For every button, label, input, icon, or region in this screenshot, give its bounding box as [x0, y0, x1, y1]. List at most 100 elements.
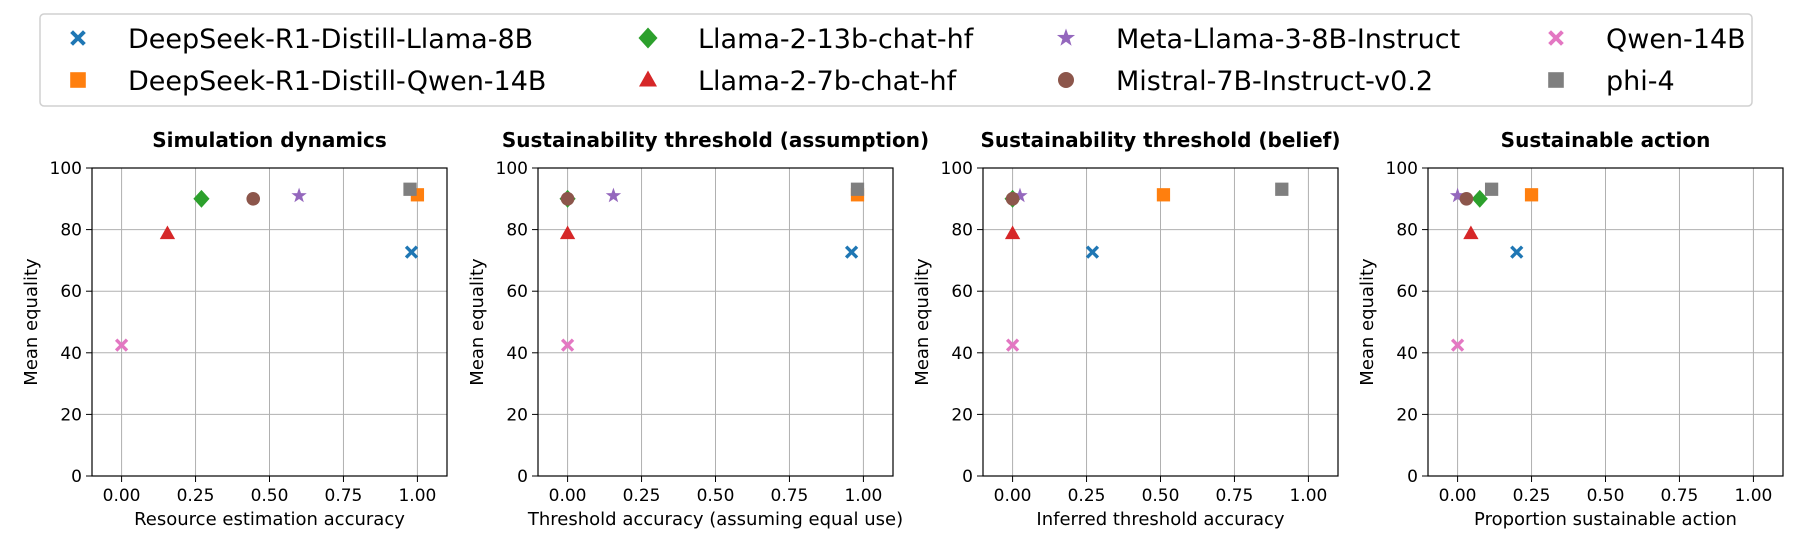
- x-tick-label: 0.75: [771, 486, 809, 506]
- data-point: [560, 192, 575, 206]
- plot-frame: [537, 167, 894, 477]
- data-point: [1275, 182, 1289, 196]
- diamond-icon: [638, 27, 658, 49]
- legend-label: Llama-2-13b-chat-hf: [698, 24, 975, 55]
- x-tick-label: 0.50: [697, 486, 735, 506]
- y-tick-label: 0: [962, 467, 973, 487]
- triangle-icon: [639, 70, 657, 87]
- data-point: [560, 338, 575, 352]
- x-tick-label: 0.75: [325, 486, 363, 506]
- legend-label: Qwen-14B: [1606, 24, 1746, 55]
- data-point: [193, 189, 210, 208]
- data-point: [1085, 245, 1100, 259]
- y-tick-label: 80: [506, 221, 528, 241]
- y-tick-label: 0: [1407, 467, 1418, 487]
- y-tick-label: 40: [60, 344, 82, 364]
- x-tick-label: 0.75: [1216, 486, 1254, 506]
- x-tick-label: 1.00: [1289, 486, 1327, 506]
- data-point: [1450, 338, 1465, 352]
- x-tick-label: 1.00: [844, 486, 882, 506]
- x-tick-label: 0.50: [1142, 486, 1180, 506]
- data-point: [1012, 187, 1028, 203]
- data-point: [559, 225, 576, 240]
- legend-label: DeepSeek-R1-Distill-Llama-8B: [128, 24, 533, 55]
- x-tick-label: 0.25: [1068, 486, 1106, 506]
- scatter-panel: 0.00 0.25 0.50 0.75 1.00 0 20 40 60 80 100 Sustaina…: [1357, 128, 1784, 530]
- x-axis-label: Inferred threshold accuracy: [1036, 509, 1284, 530]
- y-tick-label: 20: [951, 405, 973, 425]
- scatter-panel: 0.00 0.25 0.50 0.75 1.00 0 20 40 60 80 100 Simulati…: [21, 128, 448, 530]
- y-tick-label: 80: [951, 221, 973, 241]
- y-axis-label: Mean equality: [912, 258, 933, 386]
- data-point: [114, 338, 129, 352]
- data-point: [159, 225, 176, 240]
- y-tick-label: 40: [506, 344, 528, 364]
- data-point: [1156, 188, 1171, 202]
- x-tick-label: 0.25: [177, 486, 215, 506]
- x-tick-label: 1.00: [1734, 486, 1772, 506]
- legend-entry: phi-4: [1548, 66, 1675, 97]
- x-tick-label: 0.00: [994, 486, 1032, 506]
- x-tick-label: 0.00: [1439, 486, 1477, 506]
- data-point: [1471, 189, 1488, 208]
- data-point: [1005, 192, 1020, 206]
- chart-panels: 0.00 0.25 0.50 0.75 1.00 0 20 40 60 80 100 Simulati…: [21, 128, 1784, 530]
- plot-frame: [91, 167, 448, 477]
- y-tick-label: 40: [951, 344, 973, 364]
- legend-entry: Qwen-14B: [1548, 24, 1746, 55]
- y-tick-label: 80: [60, 221, 82, 241]
- data-point: [403, 182, 417, 196]
- scatter-panel: 0.00 0.25 0.50 0.75 1.00 0 20 40 60 80 100 Sustaina…: [467, 128, 929, 530]
- chart-title: Sustainability threshold (assumption): [502, 128, 929, 152]
- x-tick-label: 0.00: [549, 486, 587, 506]
- y-tick-label: 100: [1386, 159, 1418, 179]
- legend-label: Mistral-7B-Instruct-v0.2: [1116, 66, 1433, 97]
- y-tick-label: 60: [60, 282, 82, 302]
- x-icon: [70, 30, 86, 46]
- data-point: [1449, 187, 1466, 203]
- chart-title: Simulation dynamics: [152, 128, 387, 152]
- data-point: [605, 187, 622, 203]
- data-point: [1524, 188, 1539, 202]
- x-axis-label: Proportion sustainable action: [1474, 509, 1737, 530]
- x-icon: [1548, 30, 1564, 46]
- y-tick-label: 40: [1396, 344, 1418, 364]
- data-point: [1510, 245, 1524, 259]
- y-tick-label: 0: [517, 467, 528, 487]
- plot-frame: [1427, 167, 1784, 477]
- data-point: [246, 192, 261, 206]
- square-icon: [70, 72, 86, 88]
- square-icon: [1548, 72, 1564, 88]
- x-tick-label: 0.25: [623, 486, 661, 506]
- chart-title: Sustainability threshold (belief): [980, 128, 1340, 152]
- y-axis-label: Mean equality: [21, 258, 42, 386]
- x-axis-label: Resource estimation accuracy: [134, 509, 405, 530]
- legend-frame: [39, 13, 1753, 107]
- y-tick-label: 20: [1396, 405, 1418, 425]
- x-tick-label: 0.00: [103, 486, 141, 506]
- legend-entry: Mistral-7B-Instruct-v0.2: [1058, 66, 1433, 97]
- scatter-panel: 0.00 0.25 0.50 0.75 1.00 0 20 40 60 80 100 Sustaina…: [912, 128, 1341, 530]
- data-point: [404, 245, 419, 259]
- x-tick-label: 0.25: [1513, 486, 1551, 506]
- y-tick-label: 100: [50, 159, 82, 179]
- data-point: [1459, 192, 1474, 206]
- data-point: [291, 187, 307, 203]
- y-tick-label: 80: [1396, 221, 1418, 241]
- data-point: [1463, 225, 1479, 240]
- legend-entry: Llama-2-7b-chat-hf: [639, 66, 958, 97]
- legend-entry: DeepSeek-R1-Distill-Qwen-14B: [70, 66, 546, 97]
- legend-label: phi-4: [1606, 66, 1675, 97]
- chart-title: Sustainable action: [1501, 128, 1711, 152]
- legend-entry: Meta-Llama-3-8B-Instruct: [1056, 24, 1460, 55]
- y-axis-label: Mean equality: [467, 258, 488, 386]
- x-axis-label: Threshold accuracy (assuming equal use): [527, 509, 903, 530]
- x-tick-label: 1.00: [398, 486, 436, 506]
- legend-label: DeepSeek-R1-Distill-Qwen-14B: [128, 66, 546, 97]
- y-tick-label: 60: [951, 282, 973, 302]
- y-tick-label: 60: [1396, 282, 1418, 302]
- legend: DeepSeek-R1-Distill-Llama-8B DeepSeek-R1-…: [39, 13, 1753, 107]
- x-tick-label: 0.50: [1587, 486, 1625, 506]
- data-point: [850, 182, 865, 196]
